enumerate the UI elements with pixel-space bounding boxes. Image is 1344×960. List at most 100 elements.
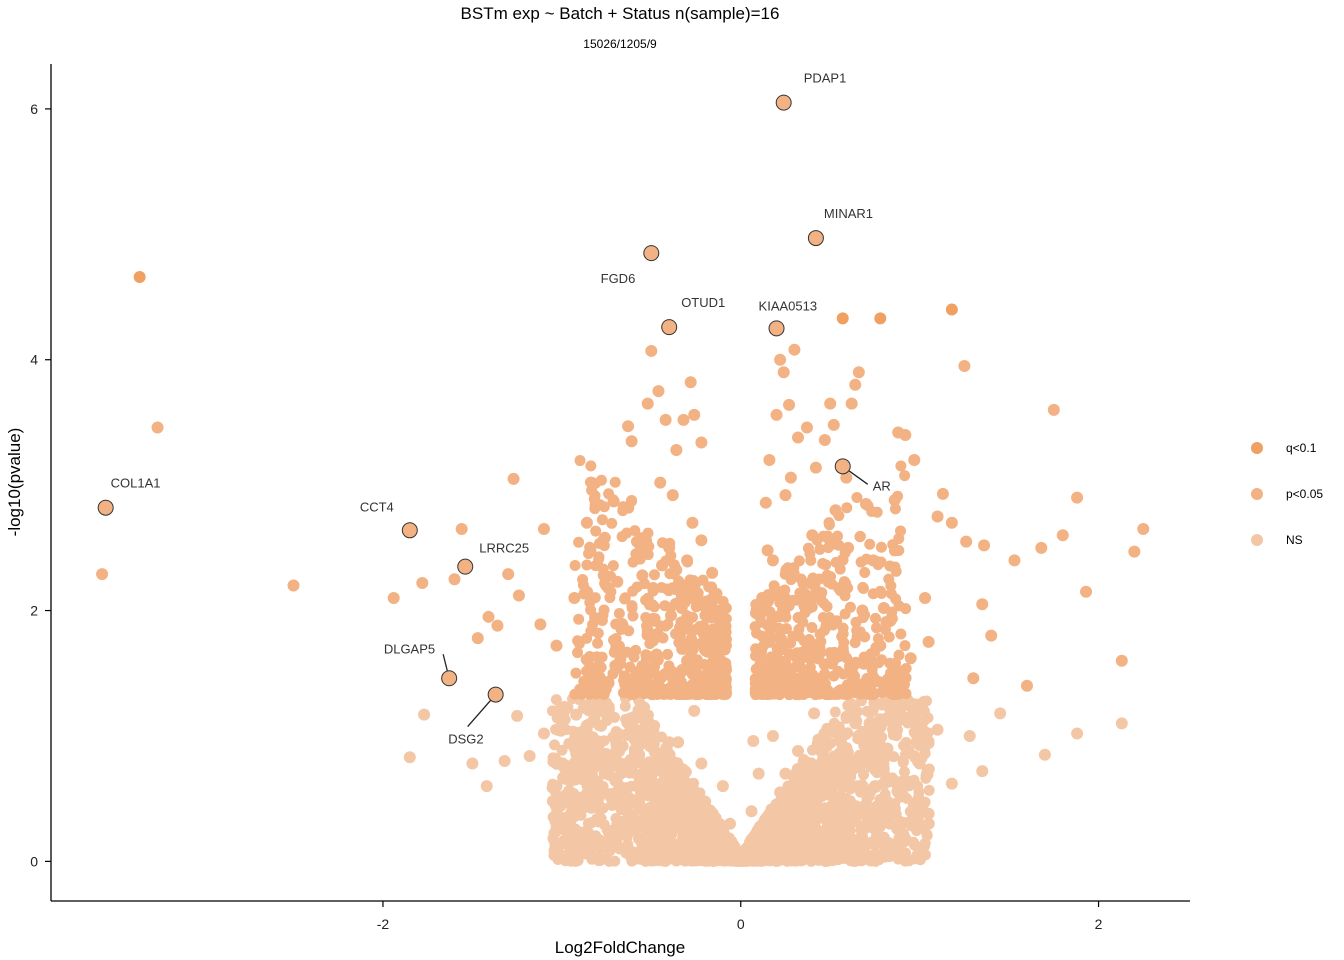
p005-point xyxy=(638,548,650,560)
p005-point xyxy=(777,366,790,379)
ns-point xyxy=(864,707,876,719)
legend-swatch xyxy=(1251,534,1263,546)
ns-point xyxy=(784,780,796,792)
ns-point xyxy=(800,756,812,768)
ns-point xyxy=(606,825,618,837)
ns-point xyxy=(897,818,909,830)
ns-point xyxy=(523,750,536,763)
y-tick-label: 0 xyxy=(30,853,38,869)
p005-point xyxy=(758,658,770,670)
ns-point xyxy=(688,794,700,806)
p005-point xyxy=(825,571,837,583)
p005-point xyxy=(945,516,958,529)
ns-point xyxy=(702,805,715,818)
ns-points xyxy=(403,692,1128,867)
p005-point xyxy=(719,689,731,701)
p005-point xyxy=(818,658,830,670)
p005-point xyxy=(568,592,581,605)
ns-point xyxy=(656,820,669,833)
p005-point xyxy=(820,559,832,571)
ns-point xyxy=(740,845,753,858)
p005-point xyxy=(621,679,633,691)
p005-point xyxy=(774,353,787,366)
ns-point xyxy=(963,729,976,742)
ns-point xyxy=(766,729,779,742)
p005-point xyxy=(619,592,631,604)
ns-point xyxy=(617,767,629,779)
ns-point xyxy=(592,776,604,788)
y-tick-label: 4 xyxy=(30,352,38,368)
ns-point xyxy=(842,764,854,776)
ns-point xyxy=(648,836,661,849)
ns-point xyxy=(799,849,811,861)
p005-point xyxy=(936,487,949,500)
q01-points xyxy=(133,270,958,325)
p005-point xyxy=(598,531,611,544)
p005-point xyxy=(899,428,912,441)
p005-point xyxy=(716,655,728,667)
p005-point xyxy=(617,501,629,513)
ns-point xyxy=(921,829,933,841)
p005-point xyxy=(898,665,910,677)
p005-point xyxy=(700,626,712,638)
ns-point xyxy=(613,728,625,740)
p005-point xyxy=(779,489,792,502)
ns-point xyxy=(808,707,821,720)
p005-point xyxy=(822,532,834,544)
ns-point xyxy=(564,834,576,846)
gene-label: AR xyxy=(873,478,891,493)
p005-point xyxy=(761,544,774,557)
p005-point xyxy=(859,567,871,579)
p005-points xyxy=(96,343,1150,701)
ns-point xyxy=(816,735,828,747)
ns-point xyxy=(835,790,847,802)
p005-point xyxy=(779,584,791,596)
ns-point xyxy=(713,819,725,831)
y-tick-label: 6 xyxy=(30,101,38,117)
p005-point xyxy=(718,628,730,640)
p005-point xyxy=(777,666,789,678)
legend-label: p<0.05 xyxy=(1286,487,1323,501)
ns-point xyxy=(857,843,869,855)
ns-point xyxy=(636,723,649,736)
p005-point xyxy=(687,644,699,656)
ns-point xyxy=(563,737,575,749)
p005-point xyxy=(654,476,667,489)
p005-point xyxy=(823,519,835,531)
ns-point xyxy=(821,722,833,734)
ns-point xyxy=(827,824,840,837)
p005-point xyxy=(649,615,661,627)
p005-point xyxy=(622,420,635,433)
ns-point xyxy=(630,755,643,768)
ns-point xyxy=(747,734,760,747)
ns-point xyxy=(810,794,822,806)
p005-point xyxy=(667,666,679,678)
ns-point xyxy=(816,848,828,860)
q01-point xyxy=(836,312,849,325)
gene-label: CCT4 xyxy=(360,499,394,514)
p005-point xyxy=(752,679,765,692)
ns-point xyxy=(577,739,589,751)
p005-point xyxy=(875,541,887,553)
ns-point xyxy=(841,812,853,824)
ns-point xyxy=(774,796,786,808)
p005-point xyxy=(627,585,639,597)
ns-point xyxy=(923,784,935,796)
ns-point xyxy=(838,848,850,860)
p005-point xyxy=(581,559,593,571)
ns-point xyxy=(672,790,685,803)
ns-point xyxy=(684,854,696,866)
ns-point xyxy=(557,823,569,835)
ns-point xyxy=(668,850,680,862)
p005-point xyxy=(864,538,876,550)
ns-point xyxy=(919,840,931,852)
ns-point xyxy=(637,852,649,864)
ns-point xyxy=(644,816,656,828)
x-tick-label: 0 xyxy=(737,916,745,932)
p005-point xyxy=(851,491,863,503)
p005-point xyxy=(822,542,834,554)
ns-point xyxy=(609,775,621,787)
p005-point xyxy=(854,626,866,638)
p005-point xyxy=(585,460,597,472)
ns-point xyxy=(876,731,888,743)
